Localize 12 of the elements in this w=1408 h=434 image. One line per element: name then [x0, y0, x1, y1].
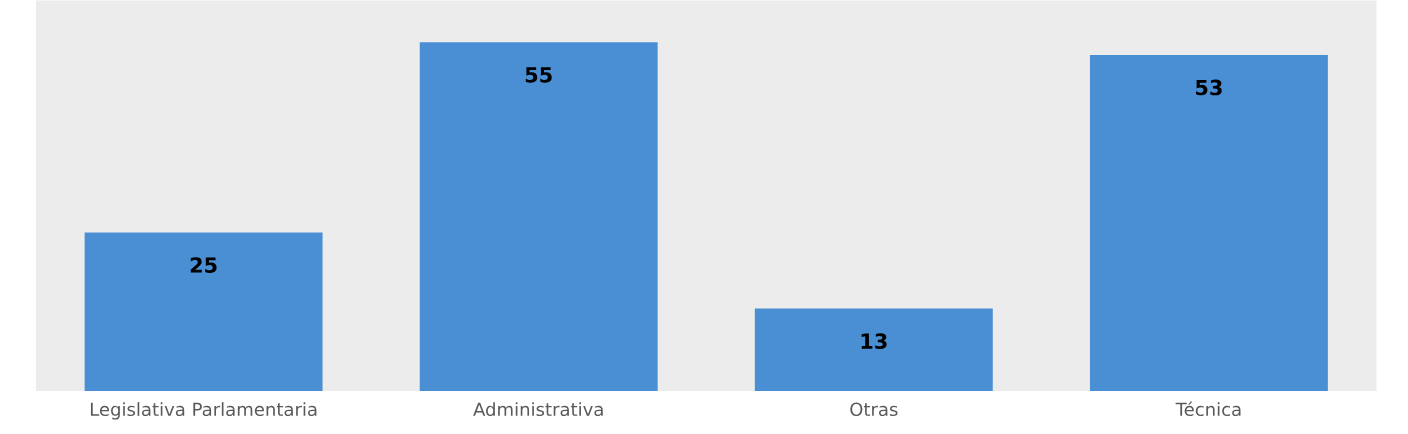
data-label: 55 [525, 67, 552, 83]
data-label: 53 [1196, 79, 1222, 96]
x-tick-label: Otras [850, 402, 898, 417]
bar [84, 232, 323, 392]
data-label: 13 [861, 333, 887, 350]
x-tick-label: Administrativa [473, 402, 603, 417]
bar [1089, 54, 1328, 392]
bar [419, 42, 658, 392]
x-tick-label: Legislativa Parlamentaria [90, 402, 317, 420]
x-tick-label: Técnica [1175, 401, 1241, 417]
bar [754, 308, 993, 392]
data-label: 25 [190, 257, 217, 273]
